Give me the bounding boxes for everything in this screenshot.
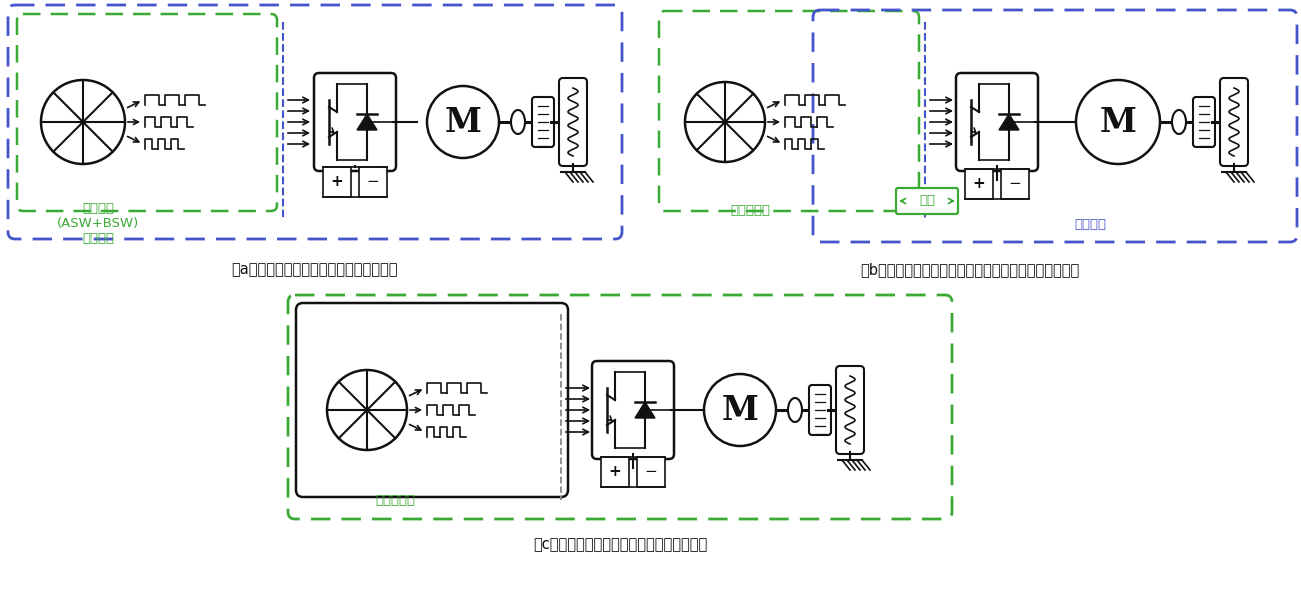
Bar <box>1000 169 1029 199</box>
Bar <box>323 167 351 197</box>
Bar <box>637 457 665 487</box>
Text: 程序代码
(ASW+BSW)
商用软件: 程序代码 (ASW+BSW) 商用软件 <box>57 202 139 245</box>
FancyBboxPatch shape <box>532 97 554 147</box>
FancyBboxPatch shape <box>592 361 674 459</box>
FancyBboxPatch shape <box>1220 78 1248 166</box>
Text: M: M <box>445 106 481 139</box>
Ellipse shape <box>788 398 801 422</box>
Text: +: + <box>973 176 985 192</box>
FancyBboxPatch shape <box>1193 97 1215 147</box>
Ellipse shape <box>511 110 526 134</box>
FancyBboxPatch shape <box>956 73 1038 171</box>
Text: 硬件控制器: 硬件控制器 <box>730 204 770 217</box>
FancyBboxPatch shape <box>297 303 569 497</box>
Text: M: M <box>722 394 758 427</box>
FancyBboxPatch shape <box>896 188 958 214</box>
Text: M: M <box>1099 106 1137 139</box>
Text: 商用软件: 商用软件 <box>1075 218 1106 231</box>
Circle shape <box>327 370 407 450</box>
Polygon shape <box>635 402 654 418</box>
FancyBboxPatch shape <box>809 385 831 435</box>
Circle shape <box>427 86 500 158</box>
Text: （b）控制系统建于硬件控制器，被控对象建于商用软件: （b）控制系统建于硬件控制器，被控对象建于商用软件 <box>860 262 1080 277</box>
FancyBboxPatch shape <box>314 73 396 171</box>
Text: 通信: 通信 <box>919 195 935 208</box>
Text: +: + <box>330 175 343 189</box>
Text: −: − <box>1008 176 1021 192</box>
Text: +: + <box>609 464 622 480</box>
Ellipse shape <box>1172 110 1187 134</box>
FancyBboxPatch shape <box>837 366 864 454</box>
Text: 硬件控制器: 硬件控制器 <box>375 494 415 507</box>
Text: −: − <box>644 464 657 480</box>
Polygon shape <box>999 114 1019 130</box>
Bar <box>965 169 993 199</box>
Polygon shape <box>356 114 377 130</box>
Circle shape <box>1076 80 1160 164</box>
Bar <box>359 167 386 197</box>
Text: （c）控制系统与被控对象均建于硬件控制器: （c）控制系统与被控对象均建于硬件控制器 <box>533 537 708 552</box>
Text: −: − <box>367 175 380 189</box>
Bar <box>601 457 628 487</box>
Text: （a）控制系统与被控对象均建于商用软件: （a）控制系统与被控对象均建于商用软件 <box>232 262 398 277</box>
Circle shape <box>686 82 765 162</box>
Circle shape <box>704 374 775 446</box>
Circle shape <box>42 80 125 164</box>
FancyBboxPatch shape <box>559 78 587 166</box>
